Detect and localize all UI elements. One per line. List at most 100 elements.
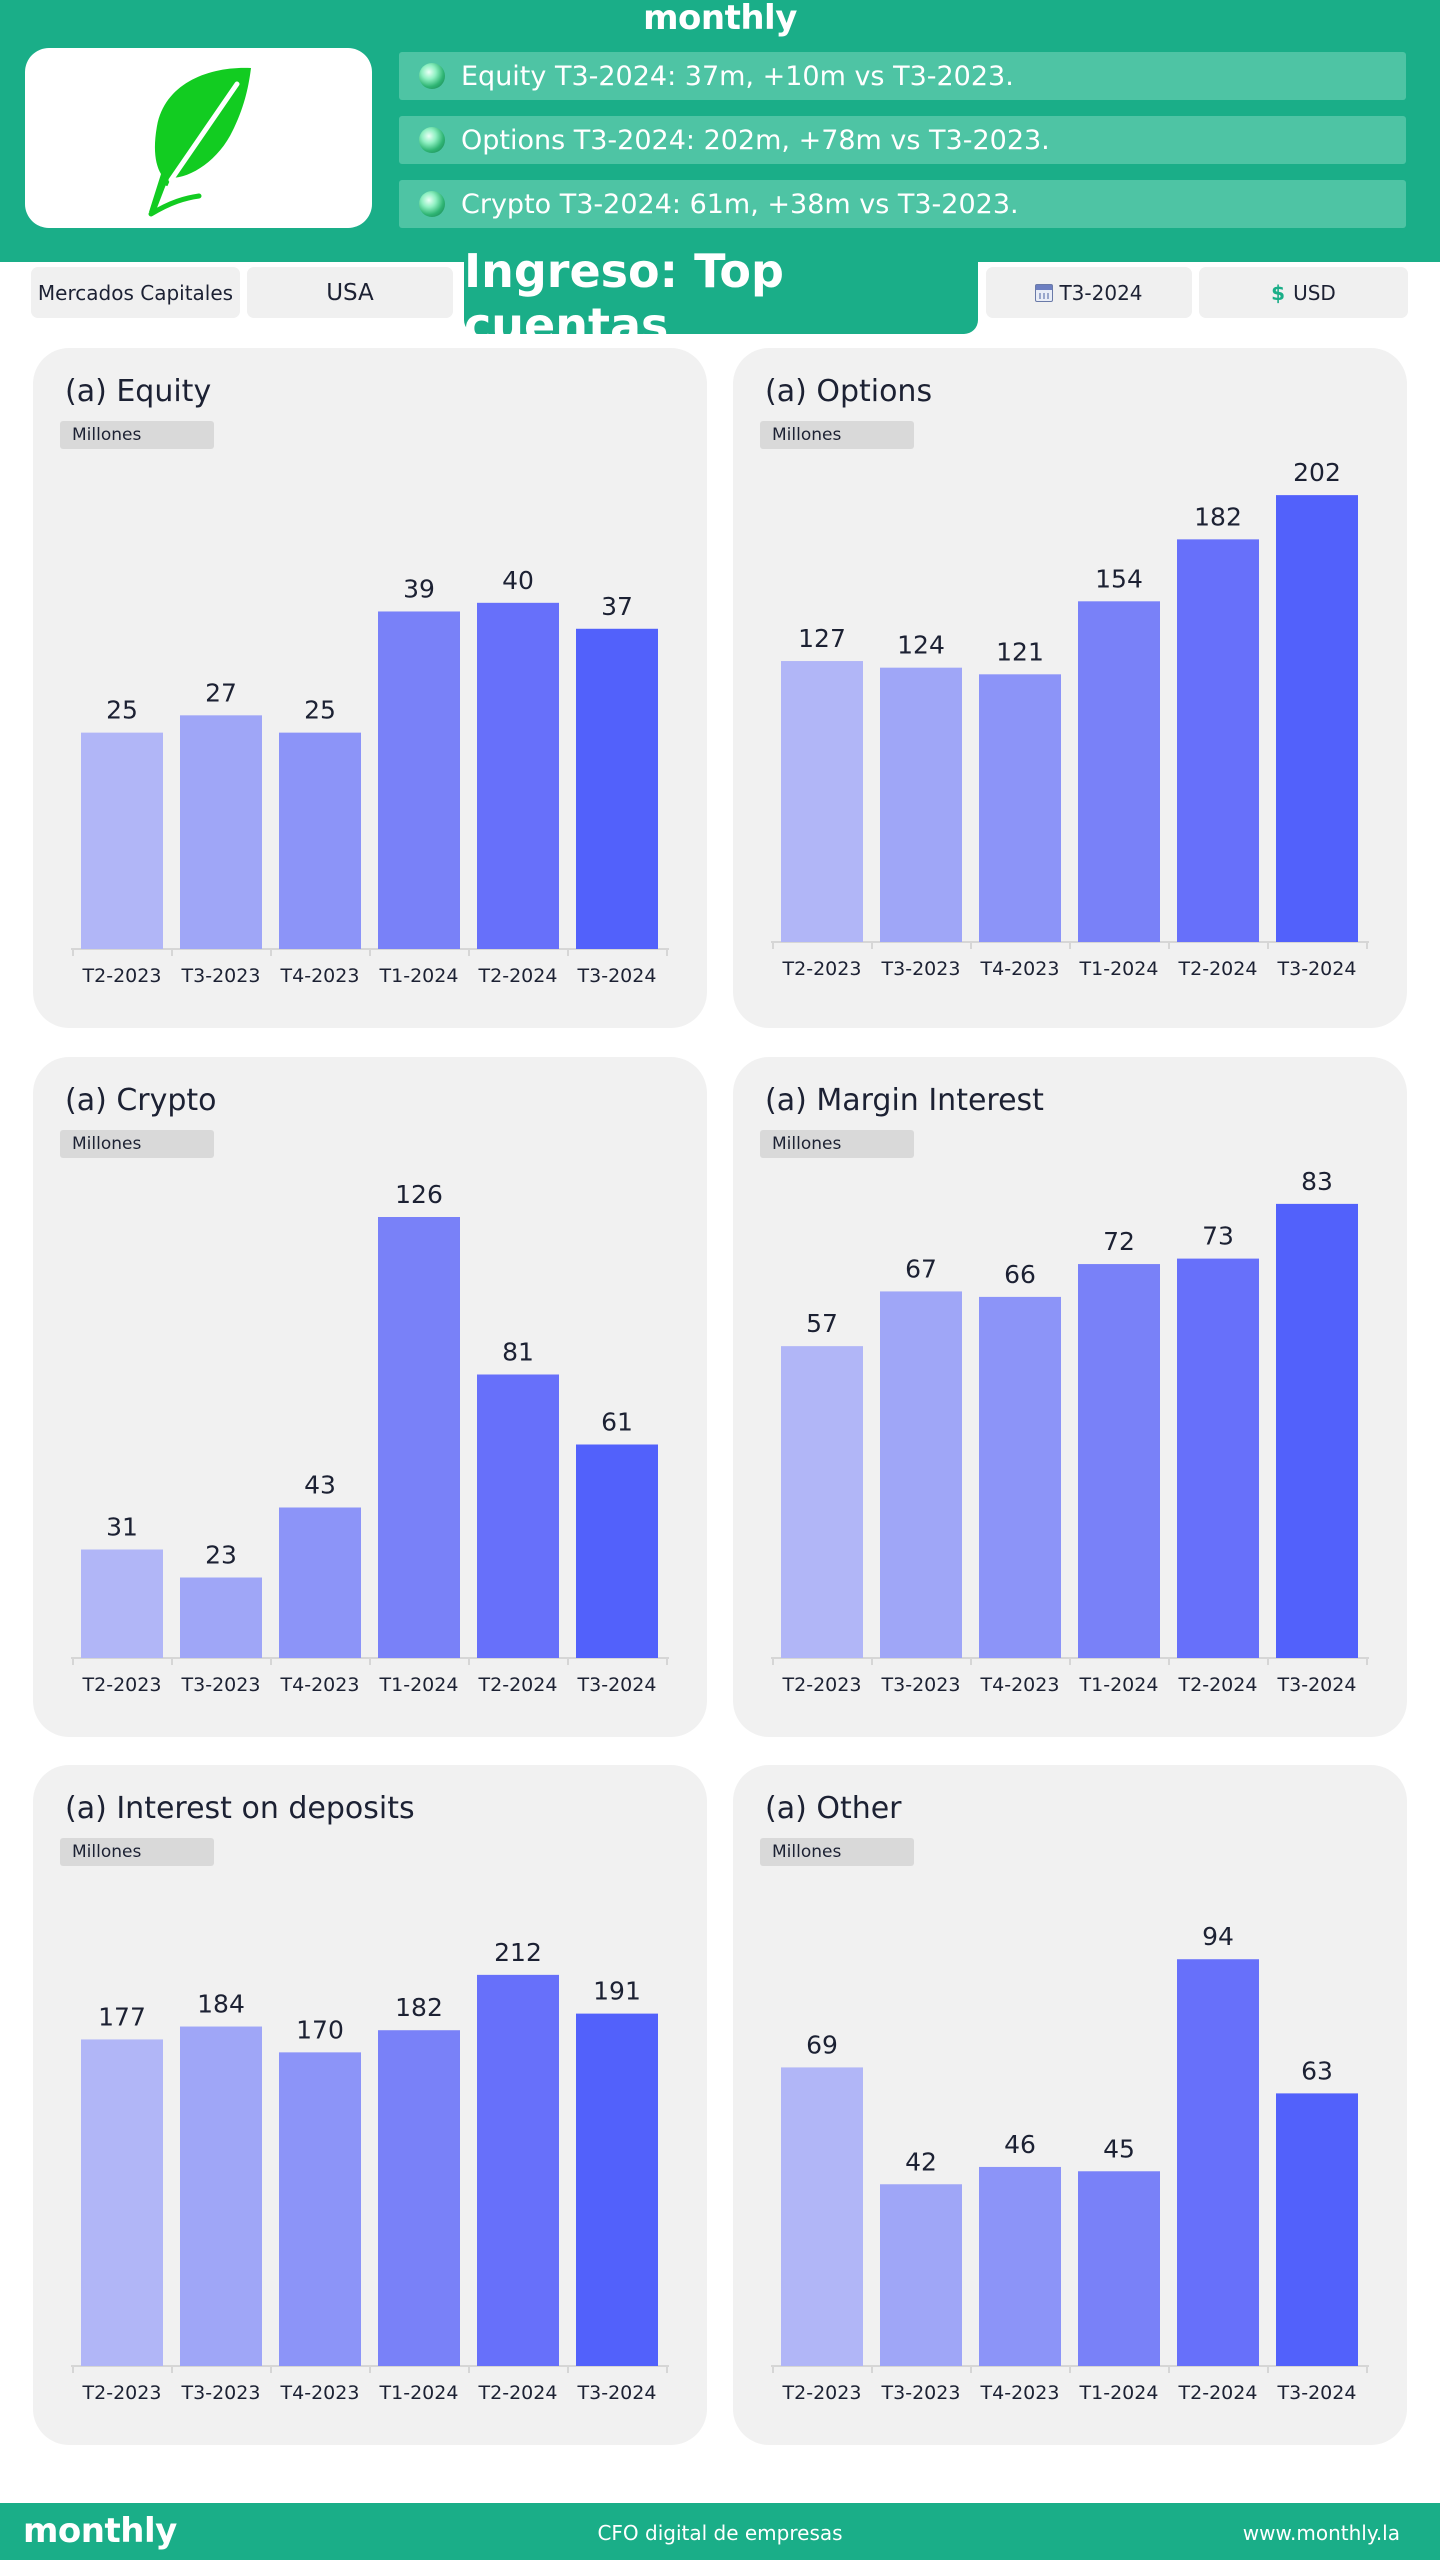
bar-chart: 69 T2-2023 42 T3-2023 46 T4-2023 45 T1-2024 94 T2… xyxy=(771,1922,1369,2404)
highlights-list: Equity T3-2024: 37m, +10m vs T3-2023. Op… xyxy=(399,52,1406,244)
bar-value-label: 212 xyxy=(494,1938,542,1967)
bar-T2-2024 xyxy=(1177,1258,1259,1658)
x-tick-label: T3-2024 xyxy=(577,1674,657,1696)
bar-T1-2024 xyxy=(1078,1264,1160,1658)
bar-T4-2023 xyxy=(979,1296,1061,1658)
bullet-icon xyxy=(419,191,445,217)
x-tick-label: T4-2023 xyxy=(280,1674,360,1696)
bar-T3-2023 xyxy=(180,2026,262,2366)
chart-card-other: 69 T2-2023 42 T3-2023 46 T4-2023 45 T1-2024 94 T2… xyxy=(733,1765,1407,2445)
x-tick-label: T3-2023 xyxy=(881,1674,961,1696)
x-tick-label: T2-2024 xyxy=(478,2382,558,2404)
bar-chart: 177 T2-2023 184 T3-2023 170 T4-2023 182 T1-2024… xyxy=(71,1938,669,2404)
bar-T3-2024 xyxy=(576,2013,658,2366)
unit-badge: Millones xyxy=(60,421,214,449)
bar-T3-2024 xyxy=(1276,495,1358,942)
bar-T4-2023 xyxy=(279,1507,361,1658)
highlight-text: Crypto T3-2024: 61m, +38m vs T3-2023. xyxy=(461,188,1019,220)
highlight-crypto: Crypto T3-2024: 61m, +38m vs T3-2023. xyxy=(399,180,1406,228)
x-tick-label: T2-2024 xyxy=(478,965,558,987)
x-tick-label: T4-2023 xyxy=(280,2382,360,2404)
filter-country[interactable]: USA xyxy=(247,267,453,318)
bar-T2-2024 xyxy=(1177,1959,1259,2366)
x-tick-label: T3-2024 xyxy=(1277,2382,1357,2404)
bar-value-label: 202 xyxy=(1293,458,1341,487)
footer: monthly CFO digital de empresas www.mont… xyxy=(0,2503,1440,2560)
x-tick-label: T2-2023 xyxy=(82,965,162,987)
bar-T3-2024 xyxy=(1276,2093,1358,2366)
bar-T3-2024 xyxy=(576,1444,658,1658)
bar-T4-2023 xyxy=(979,674,1061,942)
filter-currency-label: USD xyxy=(1293,280,1336,305)
unit-badge: Millones xyxy=(60,1838,214,1866)
bar-value-label: 63 xyxy=(1301,2056,1333,2085)
bar-value-label: 182 xyxy=(395,1993,443,2022)
bar-chart: 127 T2-2023 124 T3-2023 121 T4-2023 154 T1-2024… xyxy=(771,458,1369,980)
x-tick-label: T4-2023 xyxy=(980,958,1060,980)
chart-card-margin-interest: 57 T2-2023 67 T3-2023 66 T4-2023 72 T1-2024 73 T2… xyxy=(733,1057,1407,1737)
bar-value-label: 43 xyxy=(304,1471,336,1500)
x-tick-label: T1-2024 xyxy=(379,965,459,987)
footer-tagline: CFO digital de empresas xyxy=(597,2521,843,2545)
filter-currency[interactable]: $ USD xyxy=(1199,267,1408,318)
bar-T1-2024 xyxy=(1078,2171,1160,2366)
bar-T1-2024 xyxy=(1078,601,1160,942)
bar-T2-2024 xyxy=(1177,539,1259,942)
x-tick-label: T3-2024 xyxy=(1277,958,1357,980)
footer-url-link[interactable]: www.monthly.la xyxy=(1242,2521,1400,2545)
bar-T4-2023 xyxy=(279,2052,361,2366)
bar-value-label: 37 xyxy=(601,592,633,621)
bar-value-label: 66 xyxy=(1004,1260,1036,1289)
bar-value-label: 45 xyxy=(1103,2134,1135,2163)
bar-T2-2023 xyxy=(81,1549,163,1658)
bar-value-label: 126 xyxy=(395,1180,443,1209)
filter-period-label: T3-2024 xyxy=(1059,280,1143,305)
bar-value-label: 25 xyxy=(106,696,138,725)
chart-title: (a) Margin Interest xyxy=(765,1083,1044,1118)
feather-logo-icon xyxy=(148,67,251,217)
x-tick-label: T1-2024 xyxy=(379,1674,459,1696)
x-tick-label: T1-2024 xyxy=(1079,958,1159,980)
unit-badge: Millones xyxy=(760,421,914,449)
bar-T3-2023 xyxy=(880,667,962,942)
x-tick-label: T2-2023 xyxy=(82,2382,162,2404)
x-tick-label: T2-2024 xyxy=(478,1674,558,1696)
bar-T2-2024 xyxy=(477,602,559,949)
chart-card-options: 127 T2-2023 124 T3-2023 121 T4-2023 154 T1-2024… xyxy=(733,348,1407,1028)
bar-value-label: 42 xyxy=(905,2147,937,2176)
chart-card-crypto: 31 T2-2023 23 T3-2023 43 T4-2023 126 T1-2024 81 T… xyxy=(33,1057,707,1737)
x-tick-label: T2-2023 xyxy=(82,1674,162,1696)
highlight-options: Options T3-2024: 202m, +78m vs T3-2023. xyxy=(399,116,1406,164)
highlight-equity: Equity T3-2024: 37m, +10m vs T3-2023. xyxy=(399,52,1406,100)
bar-value-label: 177 xyxy=(98,2002,146,2031)
bar-value-label: 46 xyxy=(1004,2130,1036,2159)
bar-T3-2023 xyxy=(880,1291,962,1658)
bar-value-label: 184 xyxy=(197,1990,245,2019)
filter-period[interactable]: T3-2024 xyxy=(986,267,1192,318)
bar-T2-2024 xyxy=(477,1974,559,2366)
brand-logo-text: monthly xyxy=(643,0,797,38)
highlight-text: Options T3-2024: 202m, +78m vs T3-2023. xyxy=(461,124,1050,156)
bar-T4-2023 xyxy=(979,2166,1061,2366)
bullet-icon xyxy=(419,63,445,89)
x-tick-label: T1-2024 xyxy=(1079,1674,1159,1696)
bar-value-label: 25 xyxy=(304,696,336,725)
footer-brand: monthly xyxy=(23,2511,177,2551)
x-tick-label: T1-2024 xyxy=(1079,2382,1159,2404)
filter-market[interactable]: Mercados Capitales xyxy=(31,267,240,318)
x-tick-label: T3-2023 xyxy=(181,1674,261,1696)
company-logo-card xyxy=(25,48,372,228)
bar-value-label: 40 xyxy=(502,566,534,595)
chart-title: (a) Interest on deposits xyxy=(65,1791,415,1826)
bar-value-label: 127 xyxy=(798,624,846,653)
bar-T1-2024 xyxy=(378,2030,460,2366)
header-banner: monthly Equity T3-2024: 37m, +10m vs T3-… xyxy=(0,0,1440,262)
bar-value-label: 61 xyxy=(601,1408,633,1437)
bar-chart: 25 T2-2023 27 T3-2023 25 T4-2023 39 T1-2024 40 T2… xyxy=(71,566,669,987)
chart-card-interest-on-deposits: 177 T2-2023 184 T3-2023 170 T4-2023 182 T1-2024… xyxy=(33,1765,707,2445)
x-tick-label: T1-2024 xyxy=(379,2382,459,2404)
unit-badge: Millones xyxy=(60,1130,214,1158)
bar-value-label: 67 xyxy=(905,1254,937,1283)
unit-badge: Millones xyxy=(760,1130,914,1158)
bar-value-label: 27 xyxy=(205,678,237,707)
